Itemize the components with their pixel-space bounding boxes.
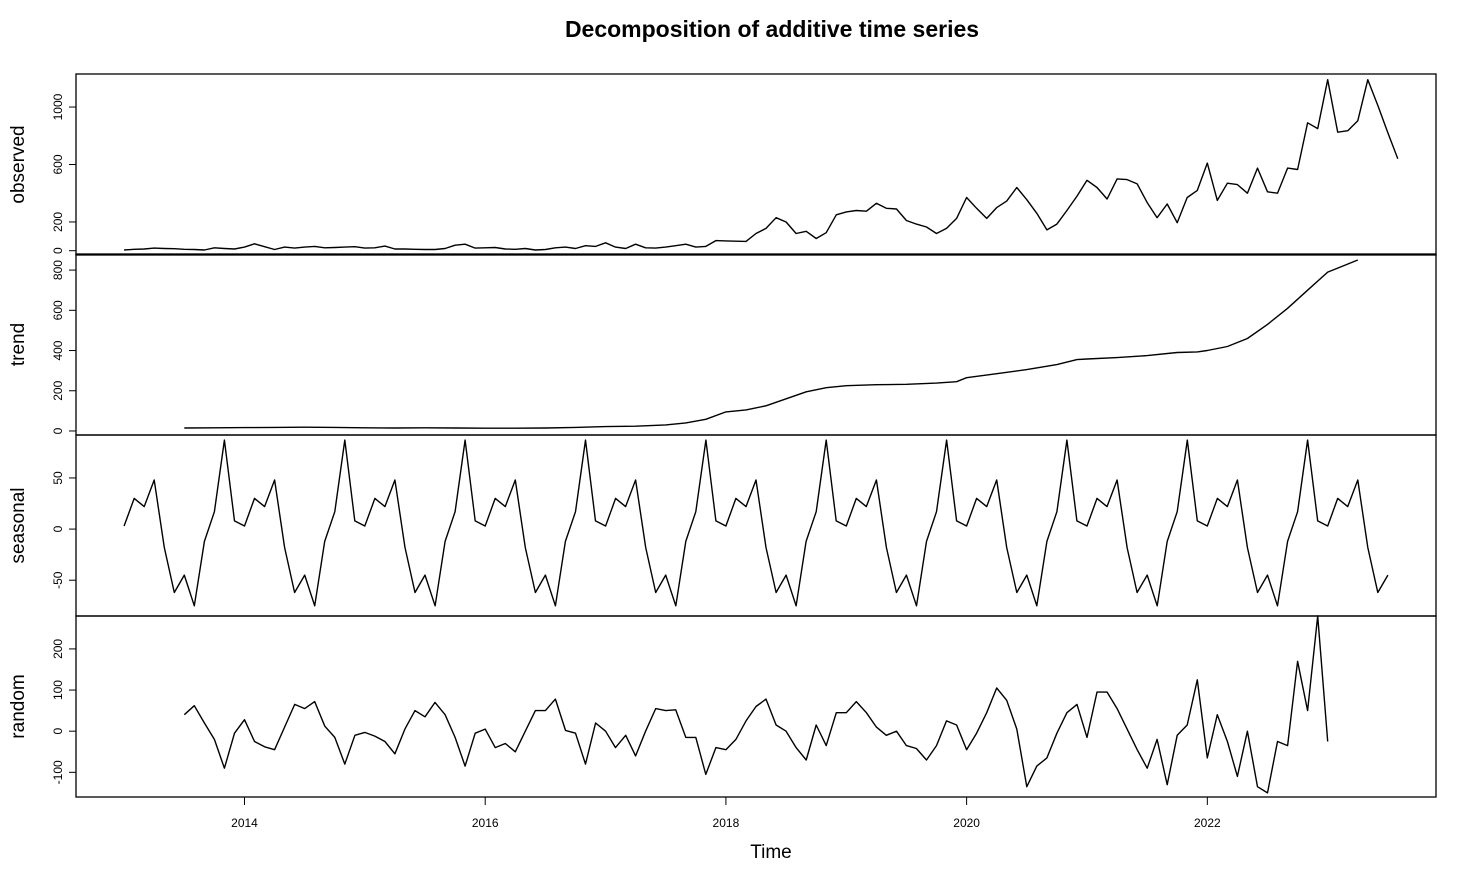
y-tick-label-trend: 600 — [51, 300, 65, 320]
y-tick-label-seasonal: 0 — [51, 525, 65, 532]
x-tick-label: 2022 — [1194, 816, 1221, 830]
y-tick-label-random: 0 — [51, 728, 65, 735]
series-line-observed — [124, 79, 1399, 251]
y-tick-label-trend: 200 — [51, 380, 65, 400]
y-tick-label-observed: 200 — [51, 212, 65, 232]
y-tick-label-trend: 400 — [51, 340, 65, 360]
x-tick-label: 2020 — [953, 816, 980, 830]
panel-frame-observed — [75, 73, 1437, 256]
panel-frame-seasonal — [75, 434, 1437, 617]
x-tick-label: 2018 — [713, 816, 740, 830]
x-axis-title: Time — [750, 842, 792, 863]
panel-label-trend: trend — [8, 323, 29, 366]
series-line-trend — [184, 259, 1359, 429]
y-tick-label-random: 100 — [51, 680, 65, 700]
y-tick-label-observed: 1000 — [51, 93, 65, 120]
series-line-random — [183, 615, 1329, 794]
y-tick-label-trend: 0 — [51, 427, 65, 434]
y-tick-label-observed: 0 — [51, 247, 65, 254]
y-tick-label-random: -100 — [51, 760, 65, 784]
chart-title: Decomposition of additive time series — [564, 16, 980, 42]
panel-label-observed: observed — [8, 125, 29, 203]
y-tick-label-seasonal: 50 — [51, 471, 65, 485]
y-tick-label-trend: 800 — [51, 260, 65, 280]
y-tick-label-observed: 600 — [51, 154, 65, 174]
series-line-seasonal — [123, 439, 1389, 607]
panel-label-seasonal: seasonal — [8, 487, 29, 563]
y-tick-label-random: 200 — [51, 639, 65, 659]
x-tick-label: 2016 — [472, 816, 499, 830]
y-tick-label-seasonal: -50 — [51, 571, 65, 589]
x-tick-label: 2014 — [231, 816, 258, 830]
panel-label-random: random — [8, 674, 29, 738]
